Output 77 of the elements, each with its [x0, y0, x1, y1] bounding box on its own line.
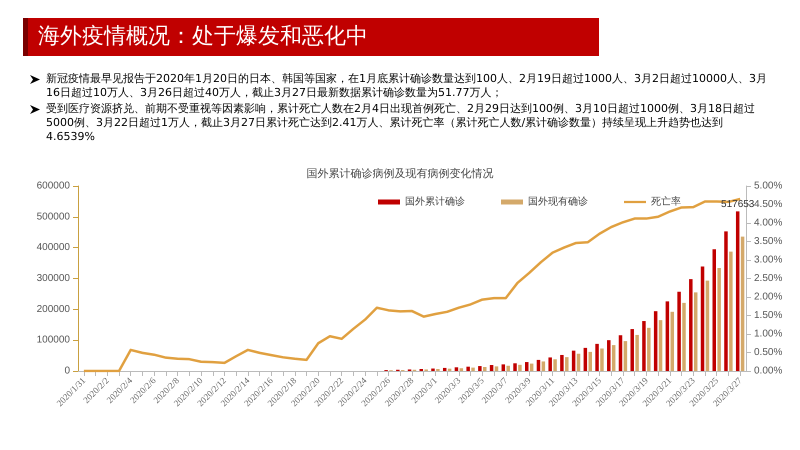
bar: [658, 320, 662, 371]
y-tick-label: 0: [64, 366, 70, 376]
y2-tick-label: 5.00%: [754, 180, 782, 192]
y-tick-label: 500000: [36, 211, 70, 222]
bar: [442, 368, 446, 371]
bar: [624, 341, 628, 371]
bar: [518, 364, 522, 371]
bar: [607, 340, 611, 371]
bar: [483, 366, 487, 371]
y-tick-label: 200000: [36, 304, 70, 315]
y-tick-label: 300000: [36, 273, 70, 284]
bar: [706, 280, 710, 371]
y2-tick-label: 4.50%: [754, 199, 782, 210]
y2-tick-label: 4.00%: [754, 218, 782, 228]
bar: [506, 366, 510, 371]
bar: [670, 312, 674, 371]
bar: [560, 354, 564, 371]
bar: [572, 350, 576, 371]
legend-label: 国外累计确诊: [405, 196, 465, 208]
y2-tick-label: 3.50%: [754, 236, 782, 247]
y2-tick-label: 2.50%: [754, 273, 782, 284]
bar: [595, 344, 599, 371]
y-tick-label: 600000: [36, 180, 70, 192]
bar: [454, 367, 458, 371]
y2-tick-label: 0.00%: [754, 366, 782, 376]
bar: [736, 211, 740, 371]
bar: [548, 357, 552, 371]
bar: [612, 345, 616, 371]
bar: [502, 364, 506, 371]
bar: [654, 311, 658, 371]
bar: [642, 321, 646, 371]
bar: [490, 365, 494, 371]
bar: [677, 292, 681, 371]
bar: [694, 292, 698, 371]
bar: [682, 302, 686, 371]
bar: [729, 252, 733, 371]
bar: [666, 301, 670, 371]
y-tick-label: 100000: [36, 334, 70, 346]
bar: [542, 361, 546, 371]
bar: [600, 348, 604, 371]
bar: [471, 368, 475, 371]
y2-tick-label: 2.00%: [754, 292, 782, 302]
data-label: 517653: [721, 198, 755, 210]
bar: [530, 364, 534, 371]
legend-label: 死亡率: [651, 196, 681, 208]
bar: [576, 354, 580, 371]
bar: [689, 279, 693, 371]
bar: [478, 366, 482, 371]
y2-tick-label: 0.50%: [754, 347, 782, 358]
bar: [618, 335, 622, 371]
bar: [712, 249, 716, 371]
bar: [460, 368, 464, 371]
bar: [740, 236, 744, 371]
bar: [565, 357, 569, 371]
text: 受到医疗资源挤兑、前期不受重视等因素影响，累计死亡人数在2月4日出现首例死亡、2月29日达到100例、3月10日超过1000例、3月18日超过5000例、3月22日超过1万人，截止3月27日累计死亡达到2.41万人、累计死亡率（累计死亡人数/累计确诊数量）持续呈现上升趋势也达到4.6539%: [46, 102, 755, 143]
bar: [635, 334, 639, 371]
y2-tick-label: 3.00%: [754, 254, 782, 266]
bar: [553, 359, 557, 371]
chart-subtitle: 国外累计确诊病例及现有病例变化情况: [306, 167, 494, 180]
legend-label: 国外现有确诊: [528, 196, 588, 208]
y2-tick-label: 1.00%: [754, 328, 782, 340]
bar: [700, 266, 704, 371]
y2-tick-label: 1.50%: [754, 310, 782, 321]
bar: [524, 362, 528, 371]
bar: [647, 328, 651, 371]
bar: [630, 329, 634, 371]
bar: [724, 231, 728, 371]
bar: [717, 268, 721, 371]
bar: [494, 366, 498, 371]
text: 新冠疫情最早见报告于2020年1月20日的日本、韩国等国家，在1月底累计确诊数量达到100人、2月19日超过1000人、3月2日超过10000人、3月16日超过10万人、3月26日超过40万人，截止3月27日最新数据累计确诊数量为51.77万人；: [46, 72, 767, 99]
bar: [466, 366, 470, 371]
bar: [513, 363, 517, 371]
y-tick-label: 400000: [36, 242, 70, 254]
bar: [584, 348, 588, 371]
chart-title: 海外疫情概况：处于爆发和恶化中: [23, 18, 599, 56]
bar: [588, 352, 592, 371]
bar: [536, 360, 540, 371]
